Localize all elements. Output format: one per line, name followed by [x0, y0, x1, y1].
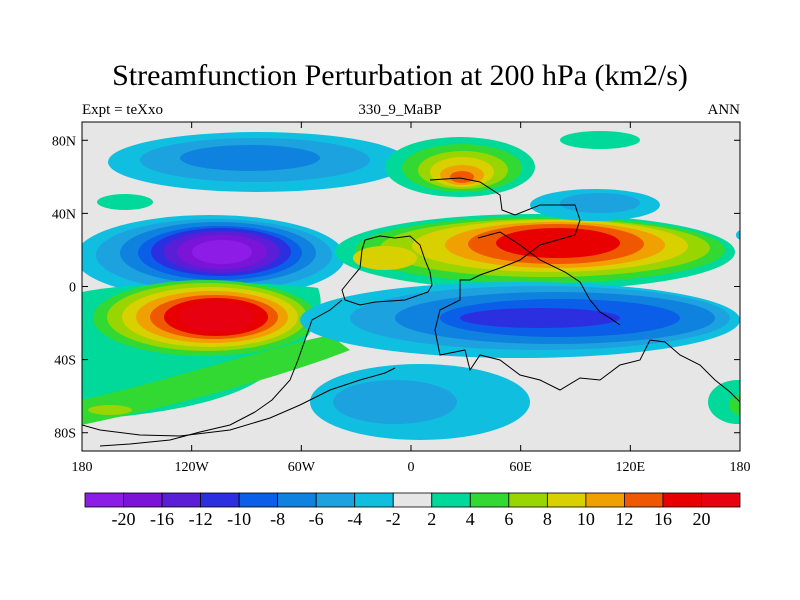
colorbar-label: 2 — [427, 509, 436, 529]
colorbar-swatch — [315, 492, 356, 508]
colorbar-swatch — [431, 492, 471, 508]
colorbar-label: 16 — [654, 509, 672, 529]
colorbar-swatch — [585, 492, 625, 508]
x-tick-label: 60E — [509, 460, 532, 475]
y-tick-label: 40S — [54, 354, 76, 369]
colorbar-swatch — [200, 492, 240, 508]
colorbar-label: 6 — [504, 509, 513, 529]
negative-band-north-pacific — [97, 131, 640, 210]
x-tick-label: 180 — [72, 460, 93, 475]
colorbar-swatch — [238, 492, 279, 508]
colorbar-swatch — [546, 492, 587, 508]
colorbar-label: -10 — [227, 509, 251, 529]
negative-center-indian-ocean — [300, 230, 740, 358]
experiment-label: Expt = teXxo — [82, 102, 163, 118]
chart-title: Streamfunction Perturbation at 200 hPa (… — [112, 59, 688, 92]
colorbar-swatch — [123, 492, 163, 508]
x-tick-label: 120E — [616, 460, 646, 475]
colorbar-label: 10 — [577, 509, 595, 529]
colorbar-label: -12 — [189, 509, 213, 529]
y-axis: 80N 40N 0 40S 80S — [52, 134, 740, 442]
x-axis: 180 120W 60W 0 60E 120E 180 — [72, 122, 751, 475]
colorbar-swatch — [354, 492, 394, 508]
colorbar-label: 12 — [615, 509, 633, 529]
x-tick-label: 60W — [288, 460, 316, 475]
colorbar-label: -4 — [347, 509, 362, 529]
season-label: ANN — [707, 102, 741, 118]
negative-center-north-pacific — [82, 215, 345, 299]
positive-center-europe — [385, 137, 660, 221]
coastlines — [82, 177, 740, 447]
coastline-south-america — [99, 299, 343, 447]
coastline-americas — [341, 235, 433, 306]
colorbar-label: 20 — [692, 509, 710, 529]
y-tick-label: 80N — [52, 134, 76, 149]
colorbar-swatch — [508, 492, 548, 508]
colorbar-swatch — [662, 492, 702, 508]
case-label: 330_9_MaBP — [358, 102, 442, 118]
colorbar-label: 4 — [466, 509, 475, 529]
colorbar-swatch — [84, 492, 124, 508]
colorbar-swatch — [161, 492, 201, 508]
contour-fill-layer — [82, 122, 740, 451]
x-tick-label: 180 — [730, 460, 751, 475]
coastline-asia-east — [477, 231, 621, 326]
y-tick-label: 80S — [54, 427, 76, 442]
x-tick-label: 0 — [408, 460, 415, 475]
colorbar-label: 8 — [543, 509, 552, 529]
negative-center-south-atlantic — [310, 364, 740, 440]
colorbar-swatch — [277, 492, 317, 508]
colorbar-label: -2 — [386, 509, 401, 529]
y-tick-label: 40N — [52, 207, 76, 222]
colorbar-label: -16 — [150, 509, 174, 529]
colorbar-label: -6 — [309, 509, 324, 529]
x-tick-label: 120W — [175, 460, 210, 475]
coastline-africa-eurasia — [429, 177, 740, 403]
colorbar-swatch — [701, 492, 741, 508]
positive-center-south-pacific — [82, 280, 350, 425]
colorbar-swatch — [624, 492, 664, 508]
colorbar-swatch — [392, 492, 433, 508]
colorbar-label: -8 — [270, 509, 285, 529]
colorbar-label: -20 — [112, 509, 136, 529]
y-tick-label: 0 — [69, 281, 76, 296]
colorbar: -20 -16 -12 -10 -8 -6 -4 -2 2 4 6 8 10 12 16 20 — [84, 492, 741, 529]
colorbar-swatch — [469, 492, 510, 508]
coastline-antarctica — [82, 367, 396, 437]
positive-center-asia-subtropics — [335, 214, 735, 290]
